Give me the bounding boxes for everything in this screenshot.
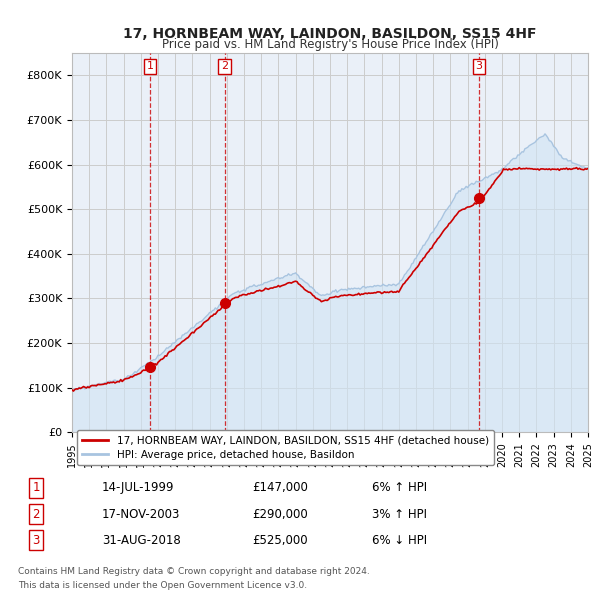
Text: Price paid vs. HM Land Registry's House Price Index (HPI): Price paid vs. HM Land Registry's House …: [161, 38, 499, 51]
Text: 3% ↑ HPI: 3% ↑ HPI: [372, 507, 427, 520]
Text: 2: 2: [221, 61, 228, 71]
Text: 6% ↑ HPI: 6% ↑ HPI: [372, 481, 427, 494]
Text: 1: 1: [146, 61, 154, 71]
Text: 6% ↓ HPI: 6% ↓ HPI: [372, 534, 427, 547]
Text: £525,000: £525,000: [252, 534, 308, 547]
Text: 14-JUL-1999: 14-JUL-1999: [102, 481, 175, 494]
Text: Contains HM Land Registry data © Crown copyright and database right 2024.: Contains HM Land Registry data © Crown c…: [18, 566, 370, 575]
Text: 17-NOV-2003: 17-NOV-2003: [102, 507, 181, 520]
Text: 1: 1: [32, 481, 40, 494]
Text: 3: 3: [32, 534, 40, 547]
Legend: 17, HORNBEAM WAY, LAINDON, BASILDON, SS15 4HF (detached house), HPI: Average pri: 17, HORNBEAM WAY, LAINDON, BASILDON, SS1…: [77, 430, 494, 465]
Text: 17, HORNBEAM WAY, LAINDON, BASILDON, SS15 4HF: 17, HORNBEAM WAY, LAINDON, BASILDON, SS1…: [123, 27, 537, 41]
Text: 31-AUG-2018: 31-AUG-2018: [102, 534, 181, 547]
Text: £147,000: £147,000: [252, 481, 308, 494]
Text: 2: 2: [32, 507, 40, 520]
Text: £290,000: £290,000: [252, 507, 308, 520]
Text: 3: 3: [475, 61, 482, 71]
Text: This data is licensed under the Open Government Licence v3.0.: This data is licensed under the Open Gov…: [18, 581, 307, 590]
